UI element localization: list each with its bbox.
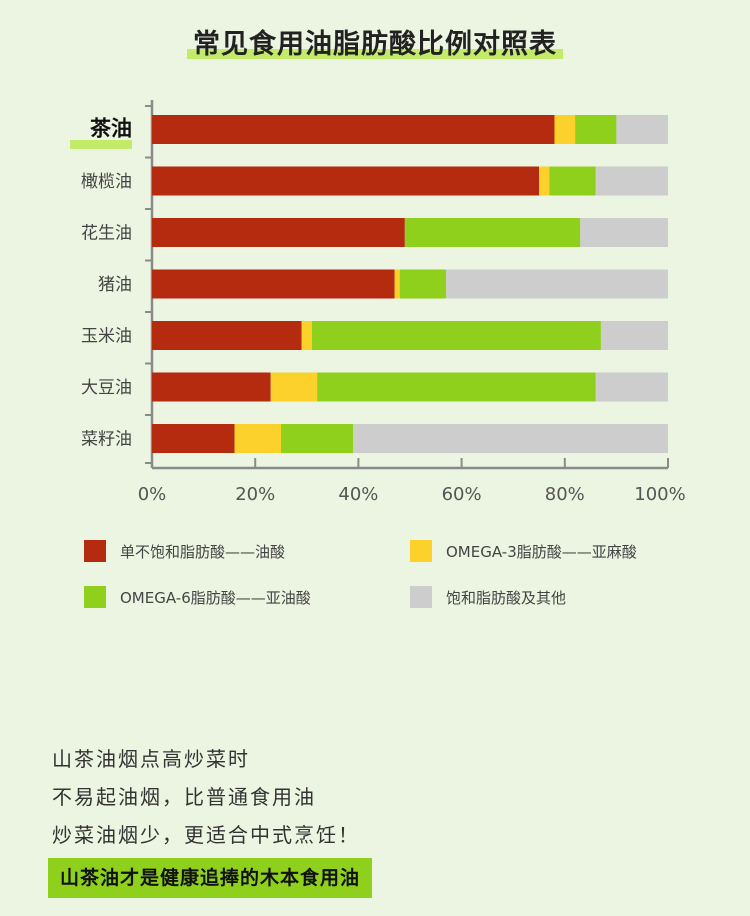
legend-item-saturated: 饱和脂肪酸及其他 — [410, 586, 566, 608]
legend-swatch — [84, 540, 106, 562]
bar-segment — [152, 218, 405, 247]
bar-segment — [399, 269, 447, 299]
caption-line: 炒菜油烟少，更适合中式烹饪！ — [52, 823, 360, 847]
caption-line: 山茶油烟点高炒菜时 — [52, 747, 250, 771]
legend-item-omega3: OMEGA-3脂肪酸——亚麻酸 — [410, 540, 637, 562]
y-tick-label: 猪油 — [98, 275, 132, 295]
bar-segment — [539, 166, 550, 196]
bar-segment — [595, 372, 668, 402]
bar-segment — [353, 424, 668, 453]
bar-segment — [152, 115, 555, 144]
bar-segment — [234, 424, 281, 453]
bar-segment — [317, 372, 596, 402]
bar-segment — [446, 269, 668, 299]
legend-item-oleic: 单不饱和脂肪酸——油酸 — [84, 540, 285, 562]
legend-swatch — [84, 586, 106, 608]
caption: 山茶油烟点高炒菜时 不易起油烟，比普通食用油 炒菜油烟少，更适合中式烹饪！ — [52, 740, 360, 854]
y-tick-label: 大豆油 — [81, 378, 132, 398]
legend-label: 单不饱和脂肪酸——油酸 — [120, 542, 286, 561]
bar-segment — [270, 372, 318, 402]
bar-segment — [580, 218, 668, 247]
bar-segment — [152, 424, 235, 453]
bar-segment — [281, 424, 354, 453]
bar-segment — [616, 115, 668, 144]
bar-segment — [575, 115, 617, 144]
bar-segment — [311, 321, 601, 350]
x-tick-label: 0% — [138, 484, 167, 505]
legend-swatch — [410, 540, 432, 562]
bar-segment — [600, 321, 668, 350]
bar-segment — [152, 166, 539, 196]
highlight-banner: 山茶油才是健康追捧的木本食用油 — [48, 858, 373, 898]
bar-segment — [554, 115, 576, 144]
chart-title: 常见食用油脂肪酸比例对照表 — [187, 22, 563, 61]
bar-segment — [152, 321, 302, 350]
bar-segment — [152, 372, 271, 402]
bar-segment — [595, 166, 668, 196]
highlight-underline — [70, 140, 132, 149]
bar-segment — [152, 269, 395, 299]
legend-swatch — [410, 586, 432, 608]
bar-segment — [394, 269, 400, 299]
legend-label: OMEGA-6脂肪酸——亚油酸 — [120, 588, 311, 607]
y-tick-label: 花生油 — [81, 224, 132, 244]
y-tick-label: 橄榄油 — [81, 172, 132, 192]
x-tick-label: 60% — [442, 484, 482, 505]
bar-segment — [404, 218, 581, 247]
bar-segment — [549, 166, 596, 196]
x-tick-label: 100% — [634, 484, 685, 505]
x-tick-label: 80% — [545, 484, 585, 505]
caption-line: 不易起油烟，比普通食用油 — [52, 785, 316, 809]
y-tick-label: 茶油 — [90, 117, 132, 141]
legend-item-omega6: OMEGA-6脂肪酸——亚油酸 — [84, 586, 311, 608]
bar-segment — [301, 321, 312, 350]
x-tick-label: 40% — [338, 484, 378, 505]
y-tick-label: 菜籽油 — [81, 430, 132, 450]
legend-label: OMEGA-3脂肪酸——亚麻酸 — [446, 542, 637, 561]
x-tick-label: 20% — [235, 484, 275, 505]
chart-legend: 单不饱和脂肪酸——油酸 OMEGA-3脂肪酸——亚麻酸 OMEGA-6脂肪酸——… — [84, 540, 704, 630]
y-tick-label: 玉米油 — [81, 327, 132, 347]
legend-label: 饱和脂肪酸及其他 — [446, 588, 567, 607]
